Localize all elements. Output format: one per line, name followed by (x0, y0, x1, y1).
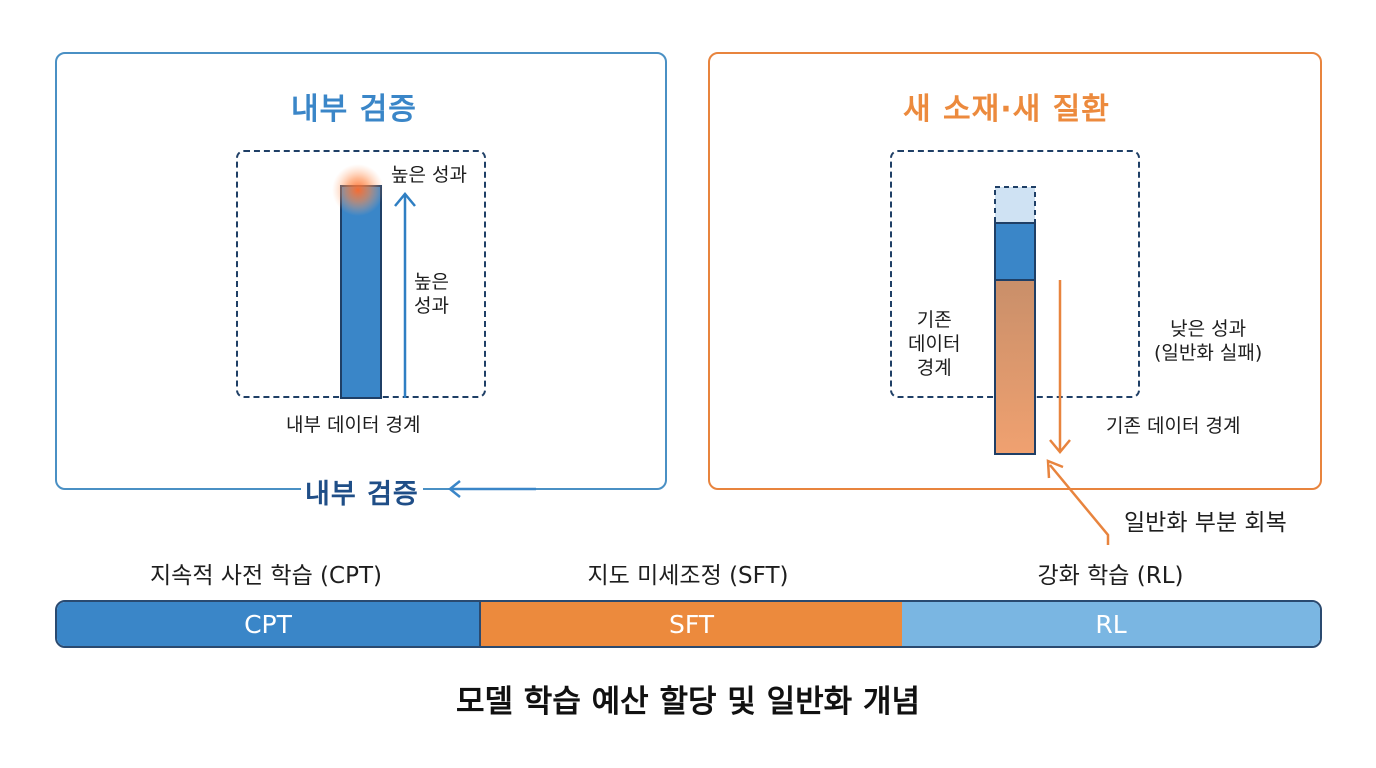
training-stage-bar: CPT SFT RL (55, 600, 1322, 648)
internal-performance-bar (340, 185, 382, 399)
internal-data-boundary-label: 내부 데이터 경계 (286, 414, 421, 436)
peak-glow-icon (332, 164, 384, 216)
stage-bar-cpt: CPT (57, 602, 481, 646)
recovered-portion-bar (994, 186, 1036, 224)
high-performance-top-label: 높은 성과 (391, 164, 467, 186)
left-arrowhead-icon (447, 480, 461, 498)
recovery-arrowhead-icon (1046, 459, 1064, 479)
stage-bar-sft: SFT (481, 602, 902, 646)
down-arrowhead-icon (1049, 439, 1071, 454)
existing-data-boundary-label: 기존 데이터 경계 (1106, 415, 1241, 437)
internal-validation-title: 내부 검증 (291, 92, 417, 127)
retained-portion-bar (994, 222, 1036, 281)
stage-bar-cpt-label: CPT (244, 609, 292, 639)
new-material-disease-title: 새 소재·새 질환 (903, 92, 1110, 127)
partial-generalization-recovery-label: 일반화 부분 회복 (1124, 510, 1287, 536)
degraded-portion-bar (994, 279, 1036, 455)
stage-bar-sft-label: SFT (668, 609, 715, 639)
recovery-arrow (1049, 464, 1110, 545)
stage-label-cpt: 지속적 사전 학습 (CPT) (150, 563, 382, 589)
stage-label-sft: 지도 미세조정 (SFT) (587, 563, 789, 589)
new-material-disease-panel (708, 52, 1322, 490)
high-performance-arrow-label: 높은 성과 (414, 271, 449, 317)
stage-bar-rl-label: RL (1095, 609, 1127, 639)
up-arrowhead-icon (394, 192, 416, 207)
internal-validation-loop-label: 내부 검증 (301, 472, 423, 511)
diagram-title: 모델 학습 예산 할당 및 일반화 개념 (455, 684, 921, 720)
existing-data-boundary-side-label: 기존 데이터 경계 (908, 309, 961, 379)
stage-label-rl: 강화 학습 (RL) (1037, 563, 1184, 589)
low-performance-label: 낮은 성과 (일반화 실패) (1154, 318, 1263, 364)
stage-bar-rl: RL (902, 602, 1320, 646)
